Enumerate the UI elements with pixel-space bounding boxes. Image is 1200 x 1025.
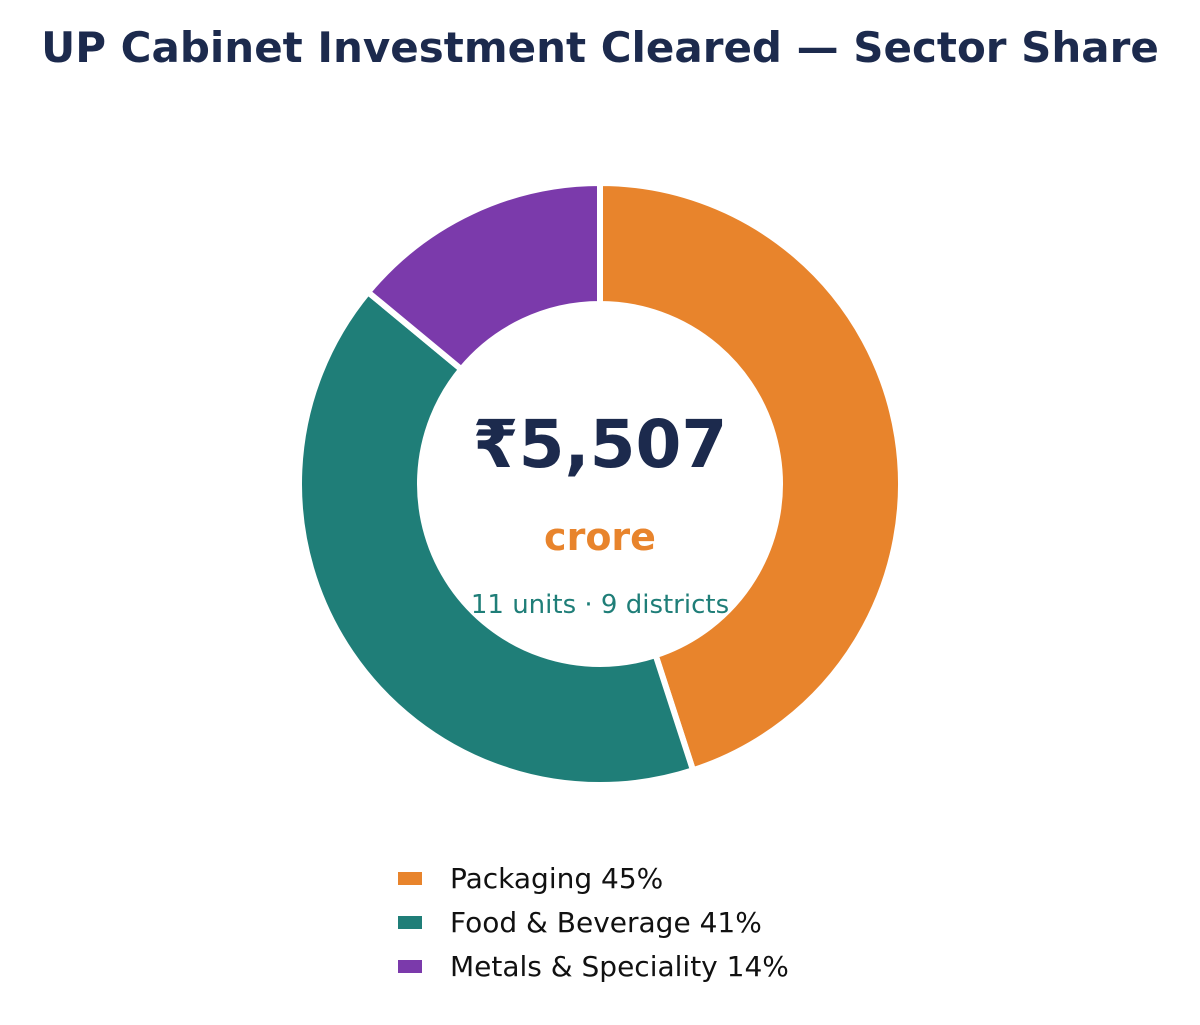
legend: Packaging 45% Food & Beverage 41% Metals… xyxy=(398,856,789,988)
legend-swatch xyxy=(398,871,422,885)
legend-item-food-beverage: Food & Beverage 41% xyxy=(398,900,789,944)
legend-label: Food & Beverage 41% xyxy=(450,905,762,939)
donut-slices xyxy=(296,180,904,788)
legend-label: Metals & Speciality 14% xyxy=(450,949,789,983)
center-amount: ₹5,507 xyxy=(473,406,728,483)
center-unit: crore xyxy=(544,515,656,559)
donut-slice-food-beverage xyxy=(296,289,697,788)
donut-slice-metals-speciality xyxy=(365,180,603,373)
legend-swatch xyxy=(398,959,422,973)
donut-slice-packaging xyxy=(597,180,904,774)
legend-swatch xyxy=(398,915,422,929)
legend-item-packaging: Packaging 45% xyxy=(398,856,789,900)
center-detail: 11 units · 9 districts xyxy=(471,590,729,620)
legend-item-metals-speciality: Metals & Speciality 14% xyxy=(398,944,789,988)
chart-title: UP Cabinet Investment Cleared — Sector S… xyxy=(41,23,1159,72)
legend-label: Packaging 45% xyxy=(450,861,664,895)
